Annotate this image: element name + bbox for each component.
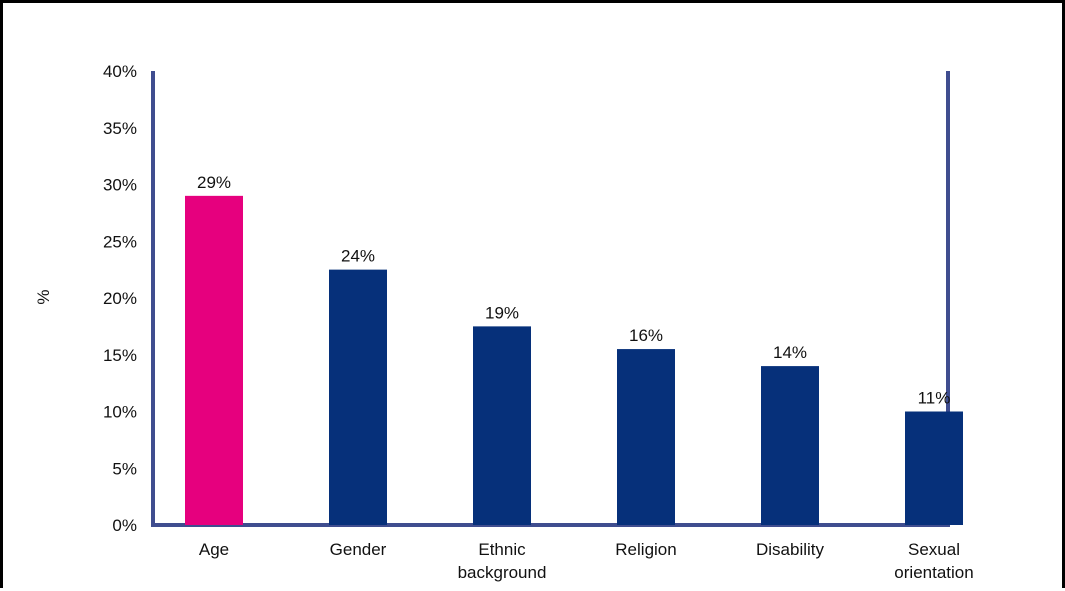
y-tick-label: 10%: [103, 403, 137, 422]
x-tick-label: Age: [199, 540, 229, 559]
data-label: 24%: [341, 247, 375, 266]
y-tick-label: 40%: [103, 62, 137, 81]
bar-4: [761, 366, 819, 525]
y-tick-label: 25%: [103, 232, 137, 251]
bar-5: [905, 411, 963, 525]
y-tick-label: 30%: [103, 176, 137, 195]
y-tick-label: 20%: [103, 289, 137, 308]
data-label: 14%: [773, 343, 807, 362]
y-tick-label: 0%: [112, 516, 137, 535]
x-tick-label: Religion: [615, 540, 676, 559]
bar-1: [329, 269, 387, 525]
x-tick-label: Gender: [330, 540, 387, 559]
y-tick-label: 15%: [103, 346, 137, 365]
data-label: 19%: [485, 303, 519, 322]
y-tick-label: 35%: [103, 119, 137, 138]
data-label: 29%: [197, 173, 231, 192]
bar-3: [617, 349, 675, 525]
data-label: 16%: [629, 326, 663, 345]
x-tick-label: Ethnic background: [458, 540, 547, 582]
y-axis-label: %: [34, 289, 53, 304]
y-tick-label: 5%: [112, 459, 137, 478]
bar-chart: 0% 5% 10% 15% 20% 25% 30% 35% 40%% 29% Age 24% Gende…: [34, 62, 974, 582]
bar-0: [185, 195, 243, 525]
bar-2: [473, 326, 531, 525]
data-label: 11%: [918, 389, 951, 408]
x-tick-label: Disability: [756, 540, 825, 559]
x-tick-label: Sexual orientation: [894, 540, 973, 582]
